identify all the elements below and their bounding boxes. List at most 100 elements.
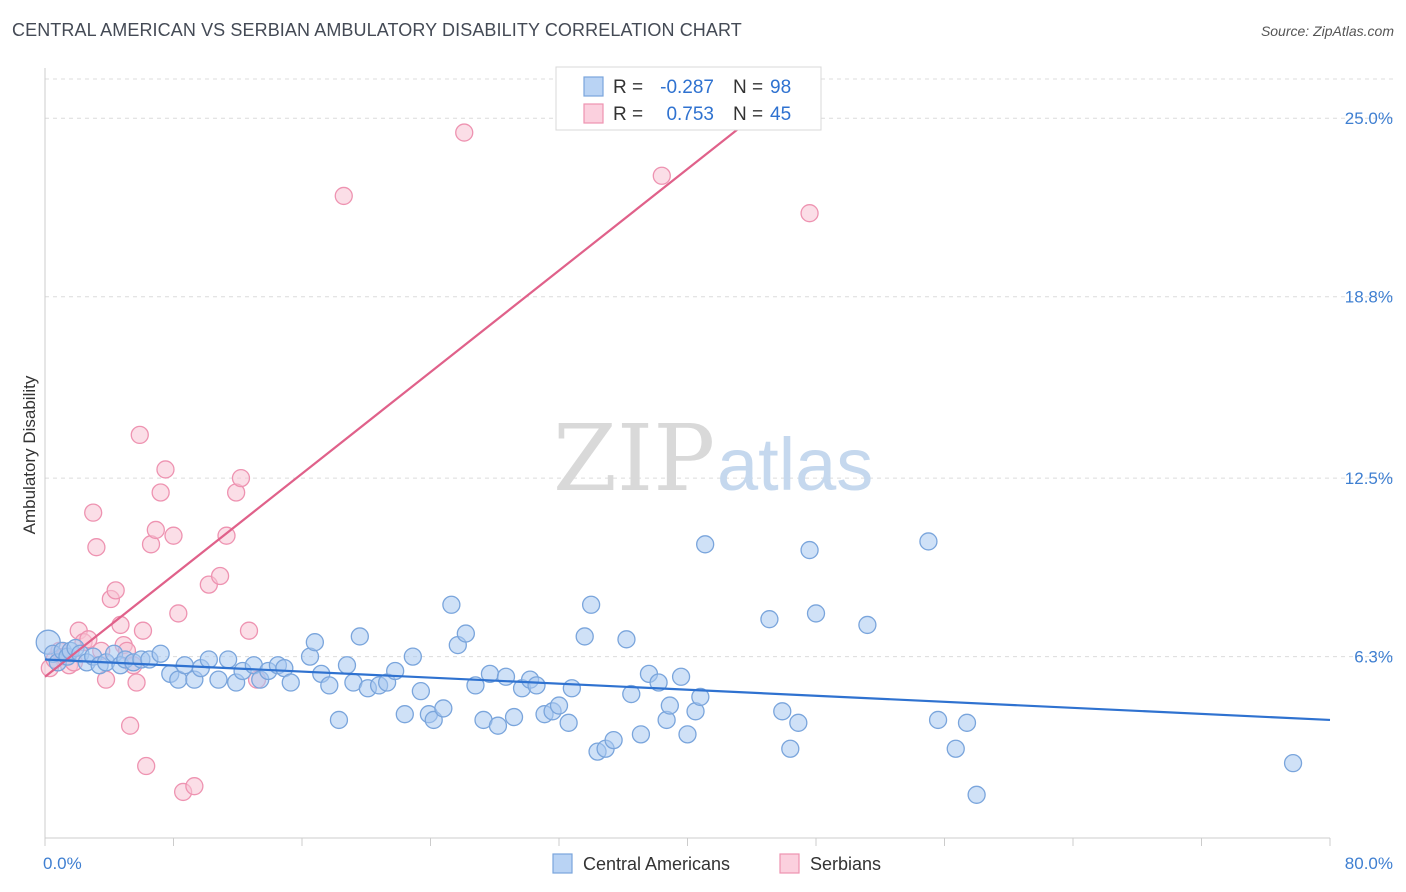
axes — [44, 68, 1331, 846]
point-central-american-82 — [671, 667, 691, 686]
point-serbian-20 — [127, 673, 146, 692]
point-central-american-18 — [151, 644, 170, 663]
point-serbian-41 — [652, 166, 671, 185]
point-serbian-26 — [151, 483, 170, 502]
bottom-legend: Central Americans Serbians — [552, 853, 881, 874]
watermark-zip: ZIP — [553, 405, 715, 512]
point-central-american-24 — [199, 650, 218, 669]
trend-line-serbians — [44, 117, 753, 678]
point-central-american-88 — [773, 702, 792, 721]
point-central-american-71 — [581, 595, 601, 614]
point-central-american-75 — [617, 630, 636, 649]
watermark: ZIP atlas — [553, 405, 873, 512]
point-serbian-42 — [800, 204, 819, 223]
point-serbian-27 — [156, 460, 175, 479]
point-serbian-9 — [84, 503, 103, 522]
watermark-atlas: atlas — [717, 423, 873, 506]
bottom-legend-swatch-blue — [552, 853, 573, 874]
point-serbian-34 — [217, 526, 236, 545]
point-central-american-77 — [631, 725, 651, 744]
point-central-american-83 — [678, 725, 697, 744]
point-serbian-15 — [111, 615, 130, 635]
legend-n-value-blue: 98 — [770, 77, 791, 98]
x-tick-label-1: 80.0% — [1345, 854, 1393, 873]
legend-swatch-pink — [583, 103, 604, 124]
point-central-american-90 — [789, 713, 808, 732]
point-serbian-25 — [146, 520, 165, 540]
point-serbian-37 — [239, 621, 259, 640]
point-central-american-38 — [320, 676, 339, 695]
point-central-american-86 — [696, 535, 715, 554]
legend-r-label-blue: R = — [613, 77, 643, 98]
point-serbian-29 — [169, 604, 188, 623]
point-central-american-55 — [456, 624, 475, 643]
bottom-legend-label-blue: Central Americans — [583, 854, 730, 874]
point-central-american-98 — [967, 785, 986, 804]
point-central-american-91 — [800, 540, 819, 560]
point-central-american-26 — [218, 650, 238, 669]
y-tick-label-1: 12.5% — [1345, 469, 1393, 488]
point-central-american-97 — [957, 713, 977, 732]
y-tick-label-3: 25.0% — [1345, 109, 1393, 128]
point-central-american-34 — [281, 673, 300, 692]
x-tick-label-0: 0.0% — [43, 854, 82, 873]
point-central-american-52 — [434, 699, 453, 718]
bottom-legend-label-pink: Serbians — [810, 854, 881, 874]
legend-r-value-pink: 0.753 — [666, 104, 714, 125]
point-serbian-8 — [79, 630, 98, 649]
point-central-american-87 — [760, 610, 779, 629]
point-central-american-47 — [395, 705, 414, 724]
y-tick-label-2: 18.8% — [1345, 288, 1393, 307]
point-serbian-21 — [130, 425, 149, 445]
grid-lines — [45, 78, 1395, 658]
point-central-american-25 — [209, 670, 228, 689]
point-central-american-85 — [691, 687, 710, 707]
legend-r-label-pink: R = — [613, 104, 643, 125]
point-central-american-48 — [403, 647, 422, 666]
point-central-american-95 — [928, 710, 948, 730]
point-central-american-99 — [1283, 753, 1303, 773]
point-central-american-64 — [527, 676, 546, 695]
point-serbian-39 — [334, 186, 353, 206]
point-central-american-36 — [305, 633, 325, 652]
bottom-legend-swatch-pink — [779, 853, 800, 874]
point-central-american-81 — [660, 696, 679, 715]
point-serbian-28 — [164, 526, 183, 545]
point-central-american-53 — [442, 595, 461, 614]
point-central-american-40 — [337, 656, 357, 675]
point-central-american-39 — [329, 710, 349, 730]
point-serbian-14 — [106, 581, 125, 600]
point-central-american-76 — [622, 684, 641, 704]
point-central-american-56 — [466, 676, 485, 695]
point-central-american-42 — [350, 627, 369, 646]
chart-title: CENTRAL AMERICAN VS SERBIAN AMBULATORY D… — [12, 20, 742, 40]
point-serbian-36 — [231, 468, 251, 488]
legend-box: R = -0.287 N = 98 R = 0.753 N = 45 — [555, 66, 822, 131]
tick-labels: 6.3% 12.5% 18.8% 25.0% 0.0% 80.0% — [43, 109, 1393, 873]
y-axis-label: Ambulatory Disability — [20, 375, 39, 534]
point-serbian-40 — [455, 123, 474, 142]
point-serbian-33 — [210, 566, 230, 586]
point-serbian-10 — [87, 538, 106, 557]
point-central-american-68 — [559, 713, 578, 732]
point-central-american-67 — [549, 696, 569, 715]
point-serbian-18 — [120, 716, 140, 735]
point-central-american-60 — [496, 667, 516, 686]
point-serbian-31 — [185, 777, 204, 796]
trend-line-central-americans — [44, 658, 1331, 722]
point-central-american-69 — [562, 679, 581, 698]
point-central-american-74 — [604, 730, 623, 750]
point-central-american-61 — [504, 707, 524, 727]
legend-n-label-pink: N = — [733, 104, 763, 125]
legend-n-label-blue: N = — [733, 77, 763, 98]
point-central-american-94 — [919, 532, 938, 551]
legend-n-value-pink: 45 — [770, 104, 791, 125]
point-central-american-89 — [781, 739, 800, 758]
source-label: Source: ZipAtlas.com — [1260, 23, 1394, 39]
legend-swatch-blue — [583, 76, 604, 97]
point-central-american-49 — [411, 682, 431, 701]
point-central-american-96 — [946, 739, 965, 758]
point-serbian-22 — [133, 621, 153, 640]
point-central-american-70 — [575, 627, 594, 646]
